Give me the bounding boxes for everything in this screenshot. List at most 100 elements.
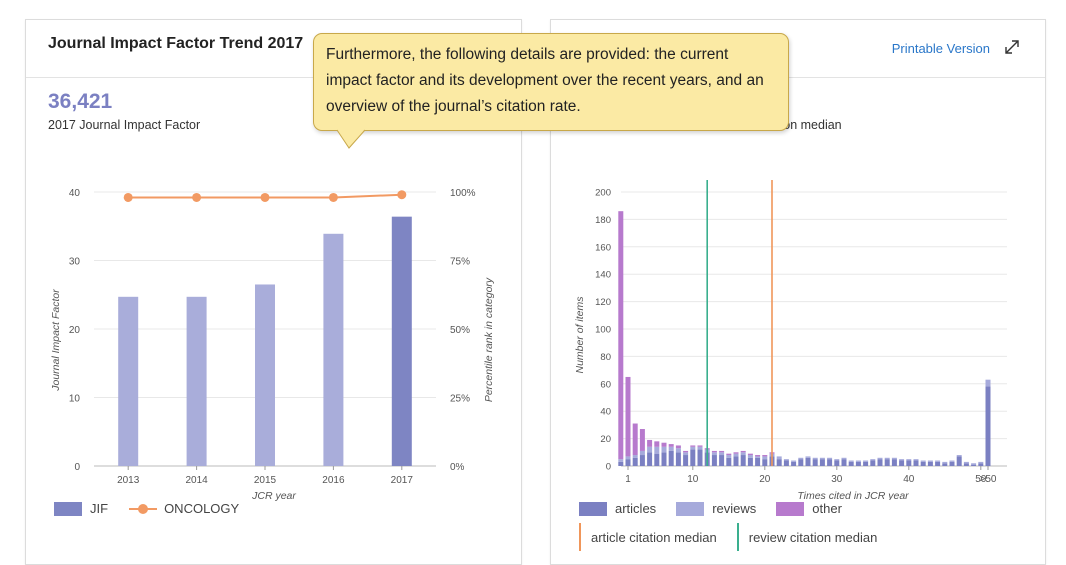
right-chart-grid (621, 191, 1007, 467)
articles-bar (942, 463, 948, 466)
y2-tick-label: 75% (450, 257, 470, 268)
y-tick-label: 140 (595, 270, 611, 281)
x-tick-label: 2014 (185, 475, 208, 486)
reviews-bar (711, 452, 717, 456)
reviews-bar (899, 459, 905, 461)
other-bar (654, 441, 660, 447)
legend-item-reviews[interactable]: reviews (676, 501, 756, 516)
articles-bar (863, 461, 869, 466)
articles-bar (812, 459, 818, 466)
articles-bar (855, 461, 861, 466)
y-tick-label: 120 (595, 297, 611, 308)
other-bar (632, 423, 638, 456)
articles-bar (668, 450, 674, 466)
other-bar (675, 445, 681, 449)
articles-bar (740, 455, 746, 466)
other-bar (755, 455, 761, 457)
legend-item-articles[interactable]: articles (579, 501, 656, 516)
reviews-bar (942, 461, 948, 464)
reviews-bar (805, 456, 811, 458)
articles-bar (913, 460, 919, 466)
tooltip-pointer (336, 129, 366, 149)
y-tick-label: 180 (595, 215, 611, 226)
jif-bars (118, 216, 412, 466)
reviews-bar (949, 460, 955, 462)
articles-bar (956, 456, 962, 466)
reviews-bar (920, 460, 926, 462)
other-bar (711, 450, 717, 453)
articles-bar (675, 452, 681, 466)
legend-item-oncology[interactable]: ONCOLOGY (128, 501, 239, 516)
reviews-bar (755, 456, 761, 458)
card-title: Journal Impact Factor Trend 2017 (48, 35, 304, 52)
y-tick-label: 20 (600, 434, 611, 445)
reviews-bar (747, 455, 753, 458)
x-tick-label: 1 (625, 474, 631, 485)
y2-tick-label: 50% (450, 325, 470, 336)
reviews-bar (978, 461, 984, 464)
other-bar (740, 450, 746, 453)
articles-bar (834, 460, 840, 466)
reviews-bar (647, 446, 653, 453)
reviews-bar (971, 463, 977, 465)
articles-bar (632, 457, 638, 466)
reviews-bar (668, 446, 674, 451)
articles-swatch (579, 501, 607, 516)
articles-bar (971, 464, 977, 466)
x-tick-label: 10 (687, 474, 699, 485)
y-tick-label: 20 (69, 325, 81, 336)
articles-bar (747, 457, 753, 466)
expand-icon[interactable] (1003, 38, 1021, 56)
median-lines (706, 180, 773, 466)
legend-item-jif[interactable]: JIF (54, 501, 108, 516)
reviews-bar (812, 457, 818, 460)
reviews-bar (798, 457, 804, 460)
articles-bar (978, 463, 984, 466)
legend-item-article-median[interactable]: article citation median (579, 523, 717, 551)
articles-bar (985, 386, 991, 466)
articles-bar (697, 449, 703, 466)
legend-label: other (812, 501, 842, 516)
x-tick-label: 2015 (254, 475, 277, 486)
articles-bar (848, 461, 854, 466)
jif-caption: 2017 Journal Impact Factor (48, 118, 201, 132)
legend-label: articles (615, 501, 657, 516)
articles-bar (791, 461, 797, 466)
review-median-swatch (736, 523, 739, 551)
reviews-bar (877, 457, 883, 460)
reviews-bar (683, 452, 689, 456)
reviews-bar (891, 457, 897, 460)
reviews-bar (913, 459, 919, 461)
printable-version-link[interactable]: Printable Version (891, 41, 990, 56)
y-axis-label: Journal Impact Factor (50, 289, 62, 392)
article-median-swatch (579, 523, 581, 551)
x-tick-label: >50 (980, 474, 997, 485)
jif-value: 36,421 (48, 90, 113, 113)
articles-bar (647, 452, 653, 466)
articles-bar (783, 460, 789, 466)
articles-bar (733, 456, 739, 466)
x-tick-label: 30 (831, 474, 843, 485)
reviews-bar (639, 450, 645, 456)
articles-bar (884, 459, 890, 466)
reviews-bar (654, 446, 660, 454)
y-tick-label: 30 (69, 257, 81, 268)
articles-bar (927, 461, 933, 466)
x-axis-label: Times cited in JCR year (797, 490, 909, 500)
articles-bar (661, 452, 667, 466)
y2-tick-label: 25% (450, 394, 470, 405)
articles-bar (798, 459, 804, 466)
reviews-bar (827, 457, 833, 460)
y2-tick-label: 100% (450, 188, 476, 199)
other-bar (647, 439, 653, 447)
articles-bar (762, 459, 768, 466)
legend-item-review-median[interactable]: review citation median (736, 523, 877, 551)
articles-bar (963, 463, 969, 466)
reviews-bar (740, 452, 746, 456)
legend-item-other[interactable]: other (776, 501, 842, 516)
oncology-point (397, 190, 407, 200)
other-bar (668, 444, 674, 447)
reviews-bar (726, 455, 732, 458)
articles-bar (899, 460, 905, 466)
